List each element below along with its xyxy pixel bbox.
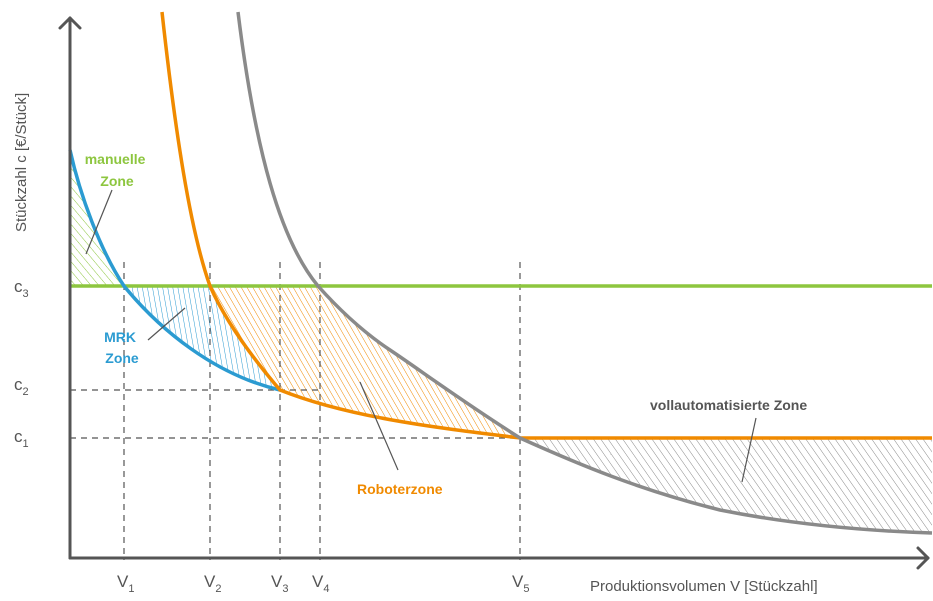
- x-tick-v1: V1: [117, 572, 134, 595]
- x-tick-v2: V2: [204, 572, 221, 595]
- x-tick-v4: V4: [312, 572, 329, 595]
- x-tick-v5: V5: [512, 572, 529, 595]
- y-tick-c3: c3: [14, 277, 29, 300]
- y-tick-c1: c1: [14, 427, 29, 450]
- x-tick-v3: V3: [271, 572, 288, 595]
- x-axis-title: Produktionsvolumen V [Stückzahl]: [590, 578, 818, 595]
- leader-lines: [85, 189, 757, 483]
- auto-cost-curve: [236, 11, 933, 535]
- manual-zone-area: [70, 150, 124, 286]
- robot-zone-leader: [359, 381, 399, 471]
- mrk-zone-label: MRK Zone: [104, 329, 140, 366]
- auto-zone-label: vollautomatisierte Zone: [650, 397, 807, 413]
- mrk-cost-curve: [68, 149, 281, 392]
- y-axis-arrow: [58, 16, 82, 30]
- axes: [58, 16, 930, 570]
- auto-zone-leader: [741, 417, 757, 483]
- robot-zone-area: [210, 286, 520, 438]
- y-axis-title: Stückzahl c [€/Stück]: [13, 93, 30, 232]
- x-axis-arrow: [916, 546, 930, 570]
- robot-zone-label: Roboterzone: [357, 481, 443, 497]
- manual-zone-label: manuelle Zone: [85, 151, 150, 189]
- auto-zone-area: [520, 438, 932, 533]
- robot-cost-curve: [160, 11, 932, 440]
- mrk-zone-leader: [147, 307, 186, 341]
- manual-zone-leader: [85, 189, 113, 255]
- y-tick-c2: c2: [14, 375, 29, 398]
- mrk-zone-area: [124, 286, 280, 390]
